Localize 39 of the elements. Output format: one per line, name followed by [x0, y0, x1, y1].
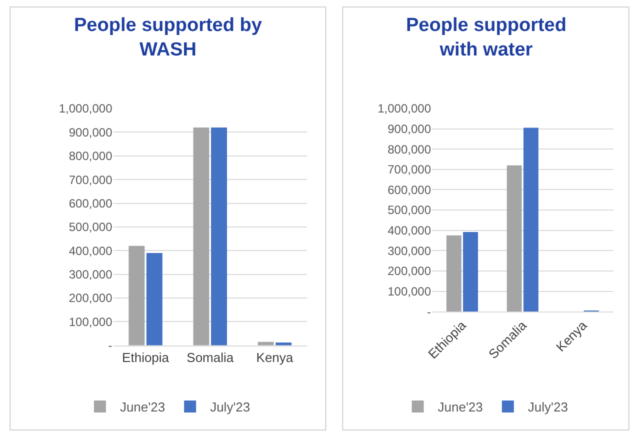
bar — [128, 246, 145, 346]
bar — [506, 165, 522, 312]
bar — [523, 128, 538, 312]
y-tick-label: 300,000 — [68, 268, 113, 282]
bar — [446, 235, 462, 312]
y-tick-label: 700,000 — [388, 162, 432, 177]
chart-title: People supported by WASH — [74, 15, 262, 61]
y-tick-label: 500,000 — [68, 220, 113, 234]
chart-title: People supported with water — [406, 15, 566, 61]
bar — [211, 127, 227, 346]
y-tick-label: 700,000 — [68, 172, 113, 187]
bar — [146, 253, 162, 346]
y-tick-label: 1,000,000 — [378, 102, 432, 116]
y-tick-label: 800,000 — [68, 149, 113, 164]
bar — [463, 232, 478, 312]
y-tick-label: 200,000 — [68, 291, 113, 306]
y-tick-label: 800,000 — [388, 142, 432, 156]
y-tick-label: 300,000 — [388, 244, 432, 258]
y-tick-label: 100,000 — [68, 314, 113, 329]
y-tick-label: 600,000 — [388, 182, 432, 197]
legend-label: July'23 — [528, 400, 568, 415]
y-tick-label: - — [427, 304, 431, 319]
y-tick-label: 1,000,000 — [58, 102, 113, 116]
y-tick-label: 100,000 — [388, 284, 432, 298]
legend-label: June'23 — [120, 400, 166, 415]
y-tick-label: 900,000 — [388, 122, 432, 136]
legend-label: July'23 — [210, 400, 250, 415]
y-tick-label: - — [108, 338, 112, 353]
y-tick-label: 400,000 — [388, 224, 432, 238]
bar — [193, 127, 210, 346]
y-tick-label: 500,000 — [388, 203, 432, 218]
y-tick-label: 200,000 — [388, 264, 432, 278]
x-tick-label: Somalia — [186, 350, 234, 365]
y-tick-label: 600,000 — [68, 196, 113, 210]
y-tick-label: 400,000 — [68, 244, 113, 258]
x-tick-label: Ethiopia — [122, 350, 170, 365]
x-tick-label: Kenya — [256, 350, 294, 365]
legend-label: June'23 — [438, 400, 483, 415]
y-tick-label: 900,000 — [68, 125, 113, 140]
